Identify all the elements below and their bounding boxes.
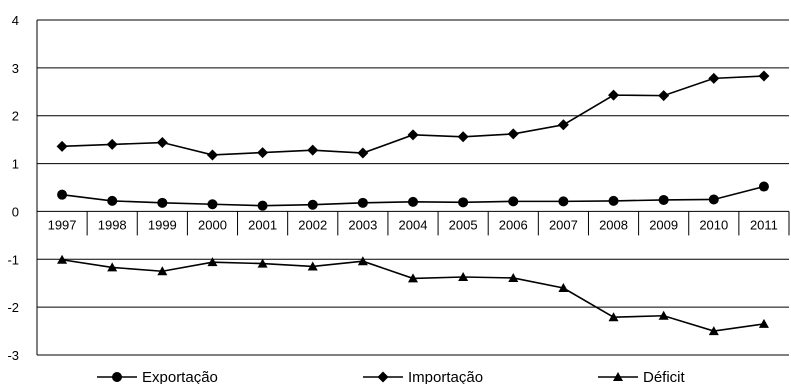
x-tick-labels: 1997 1998 1999 2000 2001 2002 2003 2004 2005 2006… bbox=[48, 217, 778, 232]
data-point-2 bbox=[458, 271, 469, 281]
data-point-1 bbox=[608, 89, 620, 101]
data-point-1 bbox=[407, 129, 419, 141]
data-point-1 bbox=[708, 72, 720, 84]
x-tick-label: 2009 bbox=[649, 217, 678, 232]
data-point-2 bbox=[57, 254, 68, 264]
data-point-1 bbox=[257, 147, 269, 159]
legend-label: Importação bbox=[408, 369, 483, 384]
data-point-2 bbox=[357, 256, 368, 266]
y-tick-label: 1 bbox=[12, 157, 19, 172]
legend: Exportação Importação Déficit bbox=[97, 369, 686, 386]
x-tick-label: 1999 bbox=[148, 217, 177, 232]
data-point-0 bbox=[708, 194, 719, 205]
data-point-2 bbox=[408, 273, 418, 283]
data-point-0 bbox=[758, 181, 769, 192]
data-point-2 bbox=[708, 326, 719, 336]
data-point-0 bbox=[207, 199, 218, 210]
data-point-1 bbox=[357, 147, 369, 159]
data-point-2 bbox=[307, 261, 318, 271]
x-tick-label: 2011 bbox=[750, 217, 778, 232]
data-point-0 bbox=[307, 199, 318, 210]
data-point-0 bbox=[408, 196, 418, 207]
data-point-0 bbox=[458, 197, 469, 208]
data-point-2 bbox=[758, 318, 769, 328]
data-point-0 bbox=[57, 189, 68, 200]
data-point-2 bbox=[558, 283, 569, 292]
data-point-1 bbox=[56, 140, 68, 152]
x-tick-label: 2003 bbox=[348, 217, 377, 232]
x-tick-label: 2006 bbox=[499, 217, 528, 232]
grid-lines bbox=[37, 19, 789, 356]
data-point-1 bbox=[156, 137, 168, 149]
data-point-2 bbox=[257, 258, 268, 268]
data-point-2 bbox=[508, 272, 519, 282]
data-point-1 bbox=[758, 70, 770, 82]
y-tick-label: -2 bbox=[7, 300, 19, 315]
data-point-2 bbox=[107, 262, 118, 272]
x-tick-label: 2008 bbox=[599, 217, 628, 232]
legend-marker bbox=[613, 372, 623, 381]
series-1 bbox=[56, 70, 770, 161]
series-2 bbox=[57, 254, 769, 336]
y-tick-label: 2 bbox=[12, 109, 19, 124]
data-point-1 bbox=[557, 119, 569, 131]
x-tick-label: 1997 bbox=[48, 217, 77, 232]
y-tick-labels: -3 -2 -1 0 1 2 3 4 bbox=[7, 13, 19, 363]
data-point-0 bbox=[508, 196, 519, 207]
data-point-0 bbox=[157, 197, 168, 208]
data-point-2 bbox=[658, 310, 669, 320]
x-tick-label: 1998 bbox=[98, 217, 127, 232]
data-point-0 bbox=[257, 200, 268, 211]
x-tick-label: 2004 bbox=[399, 217, 428, 232]
legend-marker bbox=[112, 372, 122, 382]
data-point-0 bbox=[107, 195, 118, 206]
data-point-0 bbox=[558, 196, 569, 207]
data-point-2 bbox=[157, 266, 168, 276]
data-point-1 bbox=[307, 144, 319, 156]
x-tick-label: 2000 bbox=[198, 217, 227, 232]
x-tick-label: 2007 bbox=[549, 217, 578, 232]
axes bbox=[36, 20, 790, 355]
legend-item-1: Importação bbox=[363, 369, 483, 386]
y-tick-label: 4 bbox=[12, 13, 19, 28]
y-tick-label: -1 bbox=[7, 252, 19, 267]
legend-label: Exportação bbox=[142, 369, 218, 384]
x-tick-label: 2002 bbox=[298, 217, 327, 232]
x-tick-label: 2010 bbox=[699, 217, 728, 232]
data-point-1 bbox=[457, 131, 469, 143]
y-tick-label: -3 bbox=[7, 348, 19, 363]
legend-label: Déficit bbox=[643, 369, 686, 384]
legend-marker bbox=[377, 371, 389, 383]
y-tick-label: 3 bbox=[12, 61, 19, 76]
data-point-1 bbox=[658, 90, 670, 102]
data-point-1 bbox=[206, 149, 218, 161]
data-point-1 bbox=[507, 128, 519, 140]
legend-item-2: Déficit bbox=[598, 369, 686, 386]
data-point-0 bbox=[608, 195, 619, 206]
series-group bbox=[56, 70, 770, 336]
data-point-2 bbox=[207, 257, 218, 267]
data-point-0 bbox=[357, 197, 368, 208]
x-tick-label: 2001 bbox=[248, 217, 277, 232]
y-tick-label: 0 bbox=[12, 204, 19, 219]
data-point-1 bbox=[106, 138, 118, 150]
data-point-2 bbox=[608, 312, 619, 322]
x-tick-label: 2005 bbox=[449, 217, 478, 232]
series-0 bbox=[57, 181, 769, 211]
series-line-2 bbox=[61, 258, 765, 332]
data-point-0 bbox=[658, 194, 669, 205]
legend-item-0: Exportação bbox=[97, 369, 218, 386]
